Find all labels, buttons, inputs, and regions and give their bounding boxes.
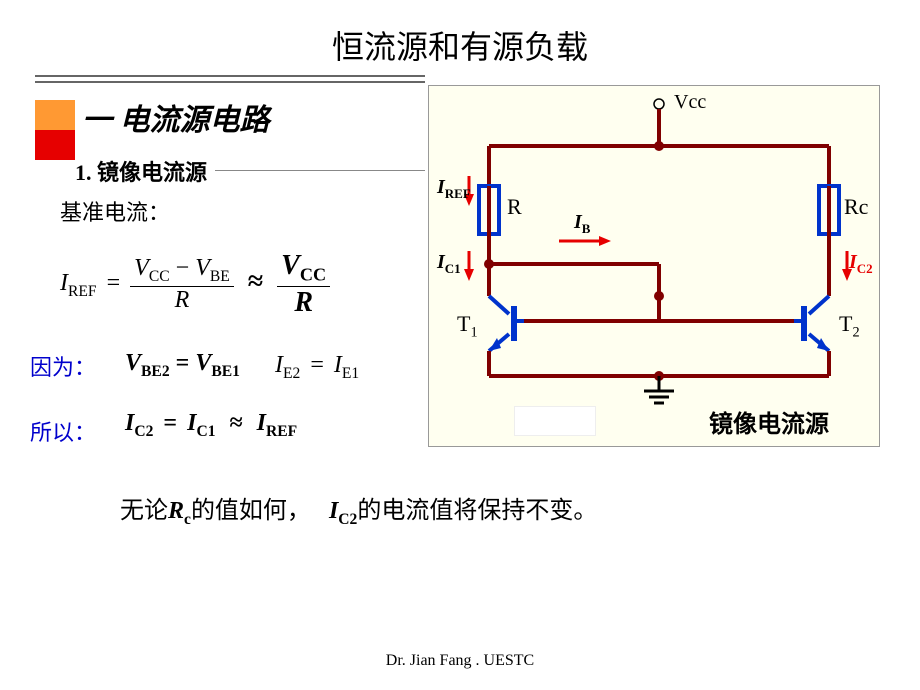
ib-label: IB	[574, 211, 590, 237]
t1-label: T1	[457, 311, 478, 341]
decor-orange-box	[35, 100, 75, 130]
ic2-label: IC2	[849, 251, 873, 277]
vcc-label: Vcc	[674, 91, 706, 114]
slide-title: 恒流源和有源负载	[0, 0, 920, 68]
conclusion-text: 无论Rc的值如何， IC2的电流值将保持不变。	[120, 490, 597, 529]
circuit-caption: 镜像电流源	[709, 404, 829, 439]
iref-label: IREF	[437, 176, 471, 202]
subsection-connector-line	[215, 170, 425, 171]
equation-vbe: VBE2 = VBE1	[125, 350, 240, 381]
ref-current-label: 基准电流：	[60, 195, 170, 227]
t2-label: T2	[839, 311, 860, 341]
circuit-svg	[429, 86, 879, 446]
equation-iref: IREF = VCC − VBE R ≈ VCC R	[60, 250, 330, 319]
footer-author: Dr. Jian Fang . UESTC	[0, 652, 920, 670]
circuit-diagram: Vcc IREF R Rc IB IC1 IC2 T1 T2 镜像电流源	[428, 85, 880, 447]
equation-ie: IE2 = IE1	[275, 352, 359, 383]
eq1-frac1: VCC − VBE R	[130, 255, 234, 314]
subsection-heading: 1. 镜像电流源	[75, 155, 207, 187]
eq1-frac2: VCC R	[277, 250, 330, 319]
eq1-lhs: IREF	[60, 270, 97, 296]
eq1-eq: =	[107, 270, 121, 296]
decor-double-line	[35, 75, 425, 83]
because-label: 因为：	[30, 350, 96, 382]
section-heading: 一 电流源电路	[82, 95, 270, 139]
r-label: R	[507, 194, 522, 220]
ic1-label: IC1	[437, 251, 461, 277]
rc-label: Rc	[844, 194, 868, 220]
decor-red-box	[35, 130, 75, 160]
whiteout-box	[514, 406, 596, 436]
so-label: 所以：	[30, 415, 96, 447]
eq1-approx: ≈	[248, 266, 263, 297]
equation-ic: IC2 = IC1 ≈ IREF	[125, 410, 297, 441]
